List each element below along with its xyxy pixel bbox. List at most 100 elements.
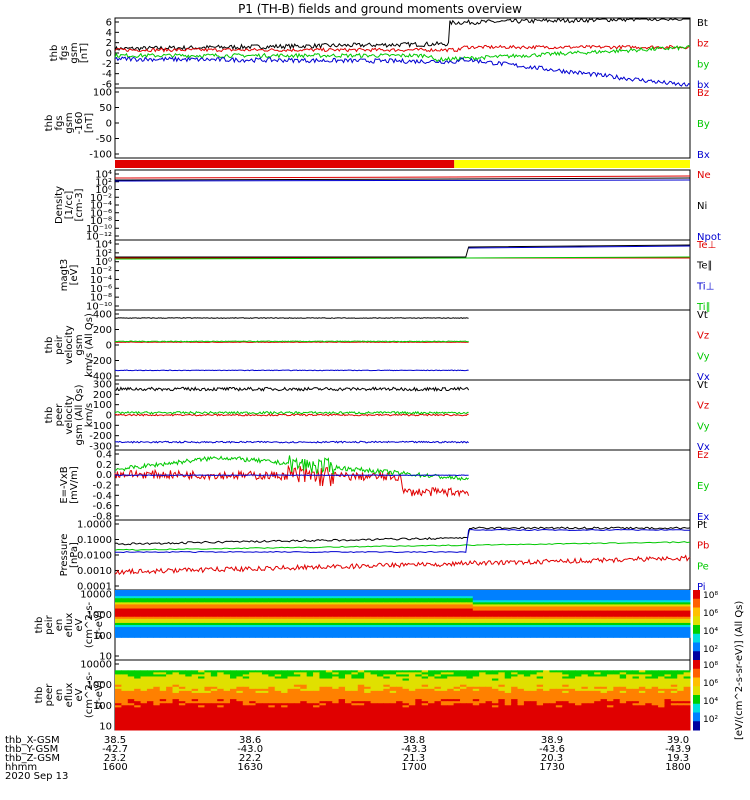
spectrogram-cell — [140, 616, 148, 620]
spectrogram-cell — [511, 690, 518, 694]
spectrogram-cell — [460, 707, 467, 710]
spectrogram-cell — [153, 725, 161, 729]
spectrogram-cell — [274, 620, 282, 624]
spectrogram-cell — [178, 705, 186, 708]
spectrogram-cell — [677, 727, 685, 731]
spectrogram-cell — [651, 614, 659, 618]
spectrogram-cell — [261, 618, 269, 622]
spectrogram-cell — [415, 596, 423, 599]
spectrogram-cell — [115, 612, 122, 616]
spectrogram-cell — [159, 678, 167, 682]
y-tick-label: 100 — [93, 631, 112, 642]
spectrogram-cell — [338, 602, 346, 605]
spectrogram-cell — [543, 690, 550, 694]
spectrogram-cell — [159, 688, 167, 692]
spectrogram-cell — [332, 701, 340, 704]
spectrogram-cell — [543, 618, 550, 622]
spectrogram-cell — [421, 684, 429, 688]
spectrogram-cell — [415, 598, 423, 601]
spectrogram-cell — [364, 633, 372, 636]
spectrogram-cell — [268, 606, 276, 610]
spectrogram-cell — [332, 592, 340, 595]
spectrogram-cell — [223, 711, 231, 715]
spectrogram-cell — [472, 635, 480, 638]
spectrogram-cell — [210, 707, 218, 710]
spectrogram-cell — [313, 684, 320, 688]
spectrogram-cell — [134, 633, 142, 636]
spectrogram-cell — [146, 717, 154, 721]
spectrogram-cell — [402, 598, 410, 601]
spectrogram-cell — [402, 686, 410, 690]
spectrogram-cell — [638, 631, 646, 634]
spectrogram-cell — [127, 592, 135, 595]
spectrogram-cell — [198, 725, 205, 729]
spectrogram-cell — [670, 719, 678, 723]
spectrogram-cell — [421, 618, 429, 622]
spectrogram-cell — [210, 676, 218, 680]
spectrogram-cell — [555, 721, 563, 725]
spectrogram-cell — [447, 713, 455, 717]
spectrogram-cell — [306, 692, 314, 696]
spectrogram-cell — [185, 616, 193, 620]
spectrogram-cell — [626, 606, 633, 610]
spectrogram-cell — [140, 590, 148, 593]
spectrogram-cell — [562, 670, 570, 673]
spectrogram-cell — [191, 620, 199, 624]
legend-Vx: Vx — [697, 442, 710, 453]
spectrogram-cell — [683, 627, 691, 630]
spectrogram-cell — [594, 707, 602, 710]
spectrogram-cell — [223, 598, 231, 601]
spectrogram-cell — [134, 692, 142, 696]
spectrogram-cell — [466, 711, 474, 715]
spectrogram-cell — [134, 606, 142, 610]
spectrogram-cell — [338, 674, 346, 677]
spectrogram-cell — [651, 618, 659, 622]
spectrogram-cell — [645, 690, 653, 694]
spectrogram-cell — [645, 709, 653, 712]
spectrogram-cell — [127, 692, 135, 696]
spectrogram-cell — [536, 713, 544, 717]
spectrogram-cell — [293, 682, 301, 686]
spectrogram-cell — [261, 627, 269, 630]
spectrogram-cell — [472, 715, 480, 719]
spectrogram-cell — [421, 596, 429, 599]
spectrogram-cell — [191, 674, 199, 677]
spectrogram-cell — [268, 629, 276, 632]
spectrogram-cell — [396, 606, 403, 610]
spectrogram-cell — [121, 598, 129, 601]
spectrogram-cell — [613, 610, 621, 614]
spectrogram-cell — [479, 592, 487, 595]
spectrogram-cell — [447, 721, 455, 725]
spectrogram-cell — [178, 596, 186, 599]
spectrogram-cell — [408, 594, 416, 597]
spectrogram-cell — [587, 715, 595, 719]
spectrogram-cell — [543, 622, 550, 626]
spectrogram-cell — [338, 608, 346, 612]
spectrogram-cell — [185, 614, 193, 618]
spectrogram-cell — [638, 727, 646, 731]
spectrogram-cell — [408, 598, 416, 601]
spectrogram-cell — [332, 600, 340, 603]
spectrogram-cell — [191, 627, 199, 630]
spectrogram-cell — [185, 705, 193, 708]
y-tick-label: 10⁴ — [95, 170, 112, 181]
spectrogram-cell — [127, 676, 135, 680]
spectrogram-cell — [658, 627, 665, 630]
spectrogram-cell — [332, 635, 340, 638]
spectrogram-cell — [204, 627, 212, 630]
y-axis-label: (cm^2-s- — [84, 601, 95, 648]
spectrogram-cell — [530, 633, 538, 636]
spectrogram-cell — [491, 715, 499, 719]
spectrogram-cell — [638, 703, 646, 706]
spectrogram-cell — [345, 713, 352, 717]
spectrogram-cell — [549, 711, 557, 715]
colorbar-tick-label: 10² — [703, 645, 718, 655]
spectrogram-cell — [325, 596, 333, 599]
spectrogram-cell — [460, 606, 467, 610]
spectrogram-cell — [140, 717, 148, 721]
spectrogram-cell — [600, 633, 608, 636]
panel-bar — [115, 160, 690, 168]
spectrogram-cell — [453, 719, 461, 723]
spectrogram-cell — [543, 614, 550, 618]
